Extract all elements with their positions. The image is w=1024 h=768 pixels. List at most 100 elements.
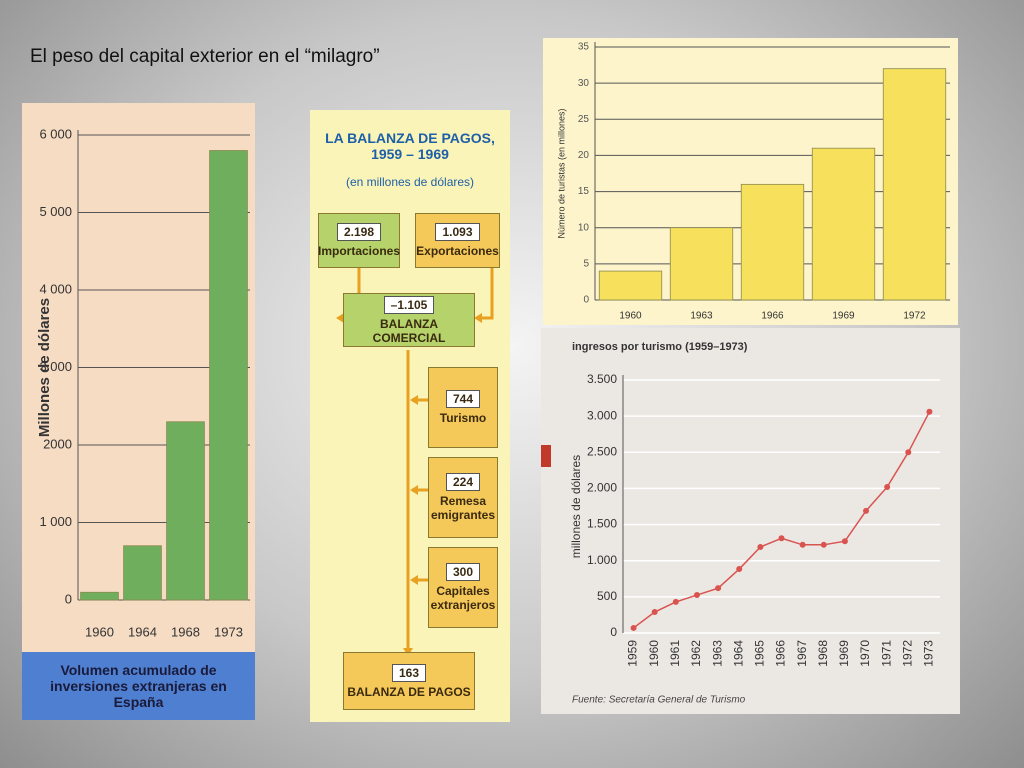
x-tick-label: 1973 [922,640,936,667]
y-tick-label: 3 000 [39,359,72,374]
x-tick-label: 1970 [858,640,872,667]
y-tick-label: 1 000 [39,514,72,529]
point [715,585,722,592]
y-axis-label: Millones de dólares [36,298,53,437]
point [651,609,658,616]
diagram-subtitle: (en millones de dólares) [345,175,475,189]
node-value: –1.105 [383,295,435,314]
caption: Volumen acumulado de inversiones extranj… [22,652,255,720]
y-tick-label: 35 [578,42,590,53]
node: 300 Capitales extranjeros [428,547,498,628]
y-tick-label: 5 [583,258,589,269]
point [630,624,637,631]
node-label: Capitales extranjeros [430,584,496,612]
node: 744 Turismo [428,367,498,448]
x-tick-label: 1959 [626,640,640,667]
x-tick-label: 1971 [879,640,893,667]
y-tick-label: 3.500 [587,372,617,386]
bar [598,270,663,301]
node-label: Importaciones [317,244,401,258]
y-tick-label: 0 [610,625,617,639]
point [905,449,912,456]
x-tick-label: 1972 [900,640,914,667]
bar [166,421,205,601]
y-tick-label: 500 [597,589,617,603]
point [672,598,679,605]
x-tick-label: 1969 [832,311,855,322]
source: Fuente: Secretaría General de Turismo [572,695,746,706]
point [820,541,827,548]
chart-title: ingresos por turismo (1959–1973) [572,341,748,353]
node-label: Turismo [439,411,487,425]
node-label: Remesa emigrantes [430,494,496,522]
x-tick-label: 1960 [647,640,661,667]
y-tick-label: 2.000 [587,481,617,495]
y-tick-label: 20 [578,150,590,161]
x-tick-label: 1966 [774,640,788,667]
x-tick-label: 1963 [710,640,724,667]
x-tick-label: 1969 [837,640,851,667]
x-tick-label: 1967 [795,640,809,667]
x-tick-label: 1968 [171,624,200,639]
y-tick-label: 1.500 [587,517,617,531]
node-value: 224 [445,473,481,491]
point [841,538,848,545]
node: 163 BALANZA DE PAGOS [343,652,475,710]
node-value: 300 [445,563,481,581]
slide-title: El peso del capital exterior en el “mila… [30,46,380,67]
x-tick-label: 1963 [690,311,713,322]
y-tick-label: 4 000 [39,281,72,296]
bar [123,545,162,601]
y-tick-label: 2000 [43,436,72,451]
y-tick-label: 30 [578,78,590,89]
bar [669,227,734,301]
x-tick-label: 1968 [816,640,830,667]
node-value: 2.198 [336,223,382,241]
bar [740,183,805,301]
y-axis-label: Número de turistas (en millones) [556,108,566,238]
x-tick-label: 1960 [619,311,642,322]
point [736,566,743,573]
node: 2.198 Importaciones [318,213,400,268]
y-tick-label: 0 [65,591,72,606]
node: 224 Remesa emigrantes [428,457,498,538]
panel [541,328,960,714]
node-value: 163 [391,663,427,682]
y-tick-label: 2.500 [587,444,617,458]
x-tick-label: 1965 [753,640,767,667]
point [693,592,700,599]
y-tick-label: 10 [578,222,590,233]
y-tick-label: 5 000 [39,204,72,219]
bar [811,147,876,301]
decor [541,445,551,467]
node-value: 1.093 [435,223,480,241]
bar [209,150,248,601]
bar [80,591,119,601]
x-tick-label: 1960 [85,624,114,639]
point [757,543,764,550]
y-tick-label: 6 000 [39,126,72,141]
node: –1.105 BALANZA COMERCIAL [343,293,475,347]
point [884,483,891,490]
x-tick-label: 1972 [903,311,926,322]
x-tick-label: 1973 [214,624,243,639]
y-tick-label: 15 [578,186,590,197]
diagram-title: LA BALANZA DE PAGOS, 1959 – 1969 [325,130,495,162]
y-axis-label: millones de dólares [569,455,583,558]
node-label: Exportaciones [416,244,499,258]
x-tick-label: 1964 [731,640,745,667]
bar [882,68,947,301]
point [778,535,785,542]
point [799,541,806,548]
y-tick-label: 0 [583,295,589,306]
point [863,507,870,514]
node: 1.093 Exportaciones [415,213,500,268]
y-tick-label: 3.000 [587,408,617,422]
node-label: BALANZA COMERCIAL [372,316,446,345]
x-tick-label: 1962 [689,640,703,667]
point [926,408,933,415]
node-value: 744 [445,390,481,408]
node-label: BALANZA DE PAGOS [347,684,471,699]
